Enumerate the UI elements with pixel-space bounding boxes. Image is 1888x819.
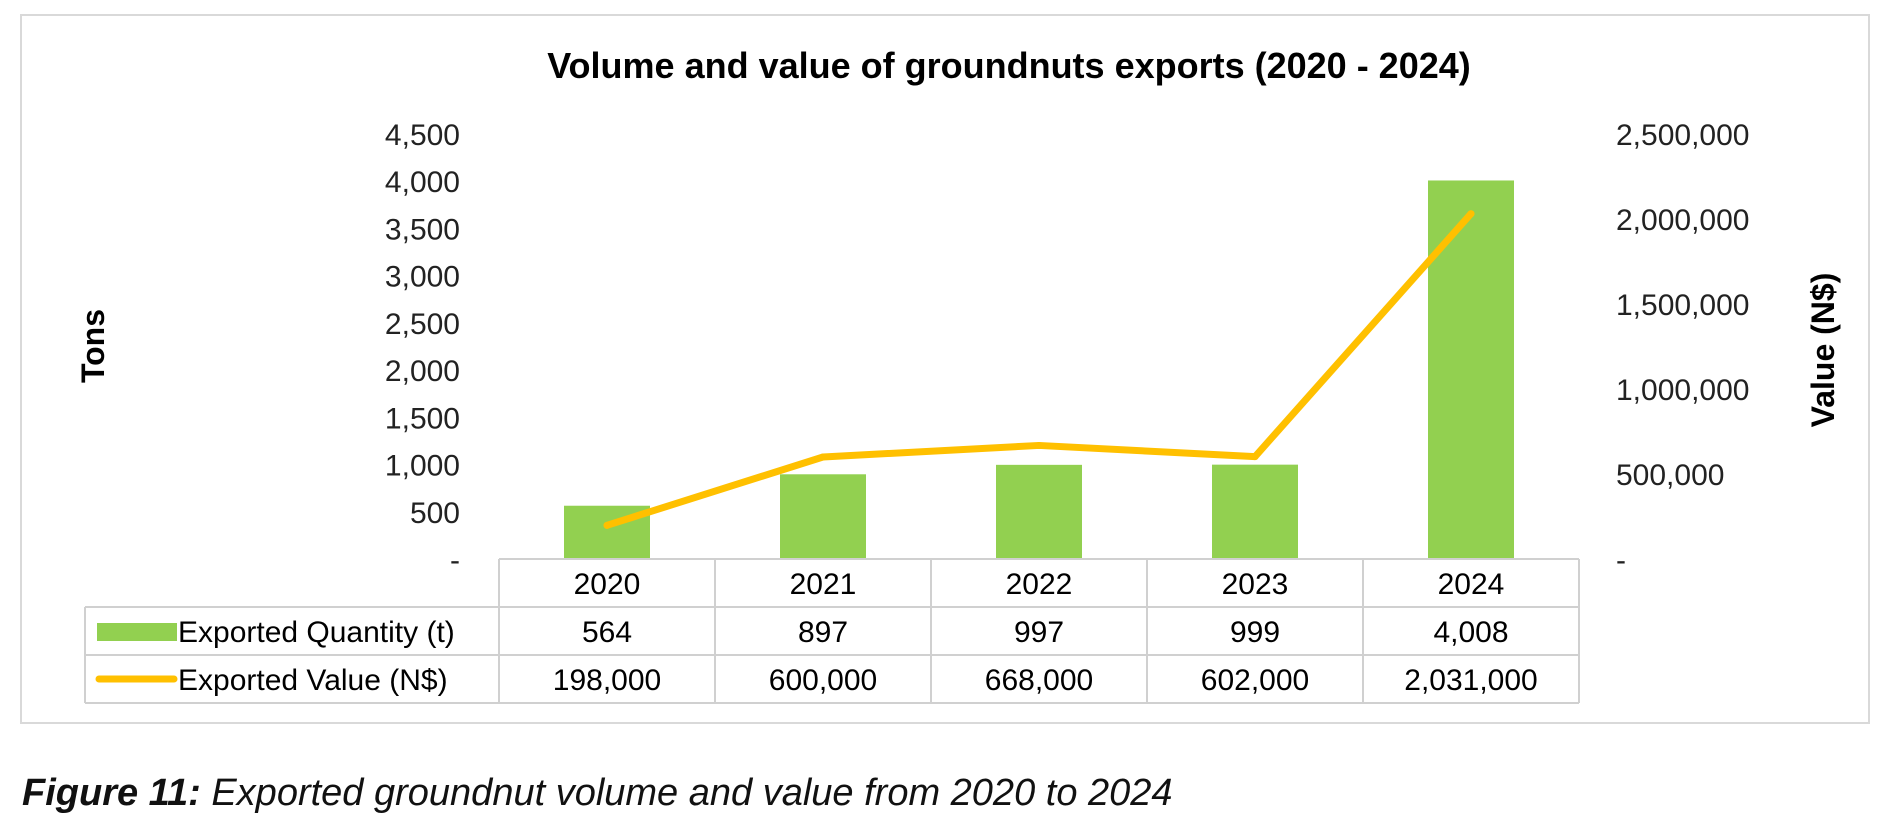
x-category-label: 2023 — [1222, 568, 1289, 601]
bar-exported-quantity — [780, 474, 866, 559]
table-cell-quantity: 564 — [582, 616, 632, 649]
y-left-tick-label: 500 — [410, 497, 460, 530]
y-right-axis-title: Value (N$) — [1805, 273, 1841, 428]
bar-exported-quantity — [1212, 464, 1298, 559]
bar-exported-quantity — [1428, 180, 1514, 559]
line-point-exported-value — [603, 521, 611, 529]
x-category-label: 2021 — [790, 568, 857, 601]
figure-caption: Figure 11: Exported groundnut volume and… — [22, 772, 1173, 815]
y-left-tick-label: 2,500 — [385, 308, 460, 341]
y-left-tick-label: 4,000 — [385, 166, 460, 199]
line-point-exported-value — [1251, 453, 1259, 461]
table-cell-quantity: 4,008 — [1433, 616, 1508, 649]
x-category-label: 2024 — [1438, 568, 1505, 601]
table-cell-value: 600,000 — [769, 664, 877, 697]
chart: Volume and value of groundnuts exports (… — [75, 45, 1841, 704]
y-right-tick-label: 1,500,000 — [1616, 289, 1749, 322]
y-left-tick-label: 1,000 — [385, 450, 460, 483]
x-category-label: 2020 — [574, 568, 641, 601]
y-left-tick-label: - — [450, 544, 460, 577]
line-point-exported-value — [1035, 441, 1043, 449]
bar-exported-quantity — [996, 464, 1082, 559]
table-cell-quantity: 999 — [1230, 616, 1280, 649]
line-point-exported-value — [1467, 210, 1475, 218]
y-right-tick-label: - — [1616, 544, 1626, 577]
legend-key-exported-quantity — [97, 623, 177, 641]
chart-frame: Volume and value of groundnuts exports (… — [20, 14, 1870, 724]
y-right-tick-label: 1,000,000 — [1616, 374, 1749, 407]
y-left-tick-label: 4,500 — [385, 119, 460, 152]
y-left-tick-label: 3,500 — [385, 213, 460, 246]
y-right-tick-label: 500,000 — [1616, 459, 1724, 492]
x-category-label: 2022 — [1006, 568, 1073, 601]
table-cell-quantity: 997 — [1014, 616, 1064, 649]
y-left-tick-label: 2,000 — [385, 355, 460, 388]
table-cell-quantity: 897 — [798, 616, 848, 649]
y-left-tick-label: 3,000 — [385, 261, 460, 294]
y-right-tick-label: 2,500,000 — [1616, 119, 1749, 152]
table-cell-value: 602,000 — [1201, 664, 1309, 697]
legend-label-exported-value: Exported Value (N$) — [178, 664, 448, 697]
caption-lead: Figure 11: — [22, 772, 201, 814]
table-cell-value: 668,000 — [985, 664, 1093, 697]
table-cell-value: 198,000 — [553, 664, 661, 697]
line-point-exported-value — [819, 453, 827, 461]
table-cell-value: 2,031,000 — [1404, 664, 1537, 697]
y-right-tick-label: 2,000,000 — [1616, 204, 1749, 237]
y-left-axis-title: Tons — [75, 309, 111, 383]
legend-label-exported-quantity: Exported Quantity (t) — [178, 616, 455, 649]
y-left-tick-label: 1,500 — [385, 402, 460, 435]
caption-text: Exported groundnut volume and value from… — [200, 772, 1173, 814]
chart-title: Volume and value of groundnuts exports (… — [547, 45, 1471, 86]
